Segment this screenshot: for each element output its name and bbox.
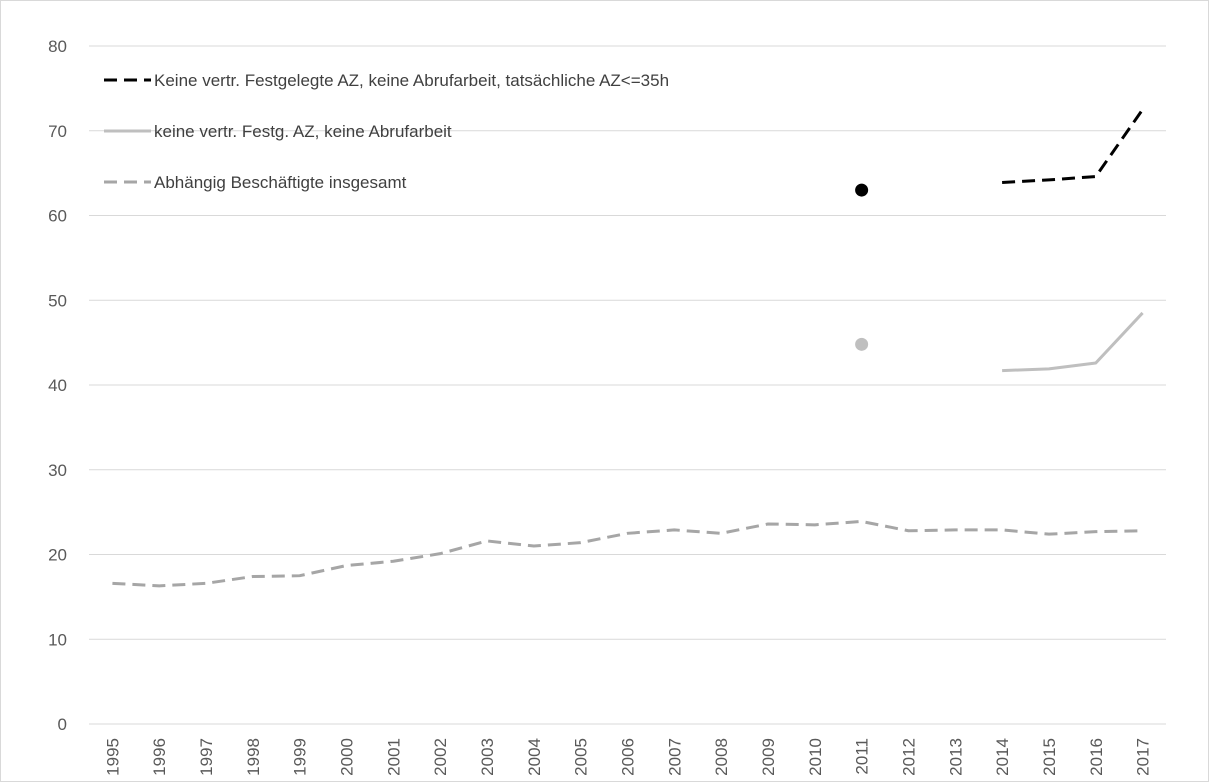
- data-point-series-0: [855, 183, 869, 197]
- y-tick-label: 40: [48, 376, 67, 395]
- x-tick-label: 2004: [525, 738, 544, 776]
- x-tick-label: 2002: [431, 738, 450, 776]
- series-line-1: [1002, 311, 1144, 373]
- x-tick-label: 2000: [338, 738, 357, 776]
- y-tick-label: 70: [48, 122, 67, 141]
- series-line-0: [1002, 108, 1144, 184]
- legend-label-1: keine vertr. Festg. AZ, keine Abrufarbei…: [154, 122, 452, 141]
- legend-label-2: Abhängig Beschäftigte insgesamt: [154, 173, 407, 192]
- series-line-2: [112, 519, 1143, 588]
- x-tick-label: 2016: [1087, 738, 1106, 776]
- x-tick-label: 2017: [1134, 738, 1153, 776]
- x-tick-label: 2013: [946, 738, 965, 776]
- data-point-series-1: [855, 337, 869, 351]
- series-layer: [112, 108, 1144, 588]
- x-tick-label: 2010: [806, 738, 825, 776]
- x-tick-label: 2005: [572, 738, 591, 776]
- x-tick-label: 2006: [619, 738, 638, 776]
- x-tick-label: 2015: [1040, 738, 1059, 776]
- x-tick-label: 2012: [899, 738, 918, 776]
- x-tick-label: 1999: [291, 738, 310, 776]
- x-tick-label: 2008: [712, 738, 731, 776]
- gridlines: [89, 45, 1166, 725]
- y-tick-label: 20: [48, 546, 67, 565]
- y-axis: 0 10 20 30 40 50 60 70 80: [48, 37, 67, 734]
- x-tick-label: 1998: [244, 738, 263, 776]
- x-tick-label: 2001: [384, 738, 403, 776]
- y-tick-label: 10: [48, 630, 67, 649]
- y-tick-label: 30: [48, 461, 67, 480]
- x-tick-label: 2011: [853, 738, 872, 775]
- x-tick-label: 1995: [103, 738, 122, 776]
- legend: Keine vertr. Festgelegte AZ, keine Abruf…: [104, 71, 669, 192]
- x-tick-label: 1996: [150, 738, 169, 776]
- y-tick-label: 60: [48, 207, 67, 226]
- legend-label-0: Keine vertr. Festgelegte AZ, keine Abruf…: [154, 71, 669, 90]
- y-tick-label: 0: [58, 715, 67, 734]
- y-tick-label: 80: [48, 37, 67, 56]
- x-axis: 1995 1996 1997 1998 1999 2000 2001 2002 2003 2004…: [103, 738, 1152, 776]
- y-tick-label: 50: [48, 291, 67, 310]
- x-tick-label: 1997: [197, 738, 216, 776]
- x-tick-label: 2007: [665, 738, 684, 776]
- x-tick-label: 2014: [993, 738, 1012, 776]
- x-tick-label: 2003: [478, 738, 497, 776]
- x-tick-label: 2009: [759, 738, 778, 776]
